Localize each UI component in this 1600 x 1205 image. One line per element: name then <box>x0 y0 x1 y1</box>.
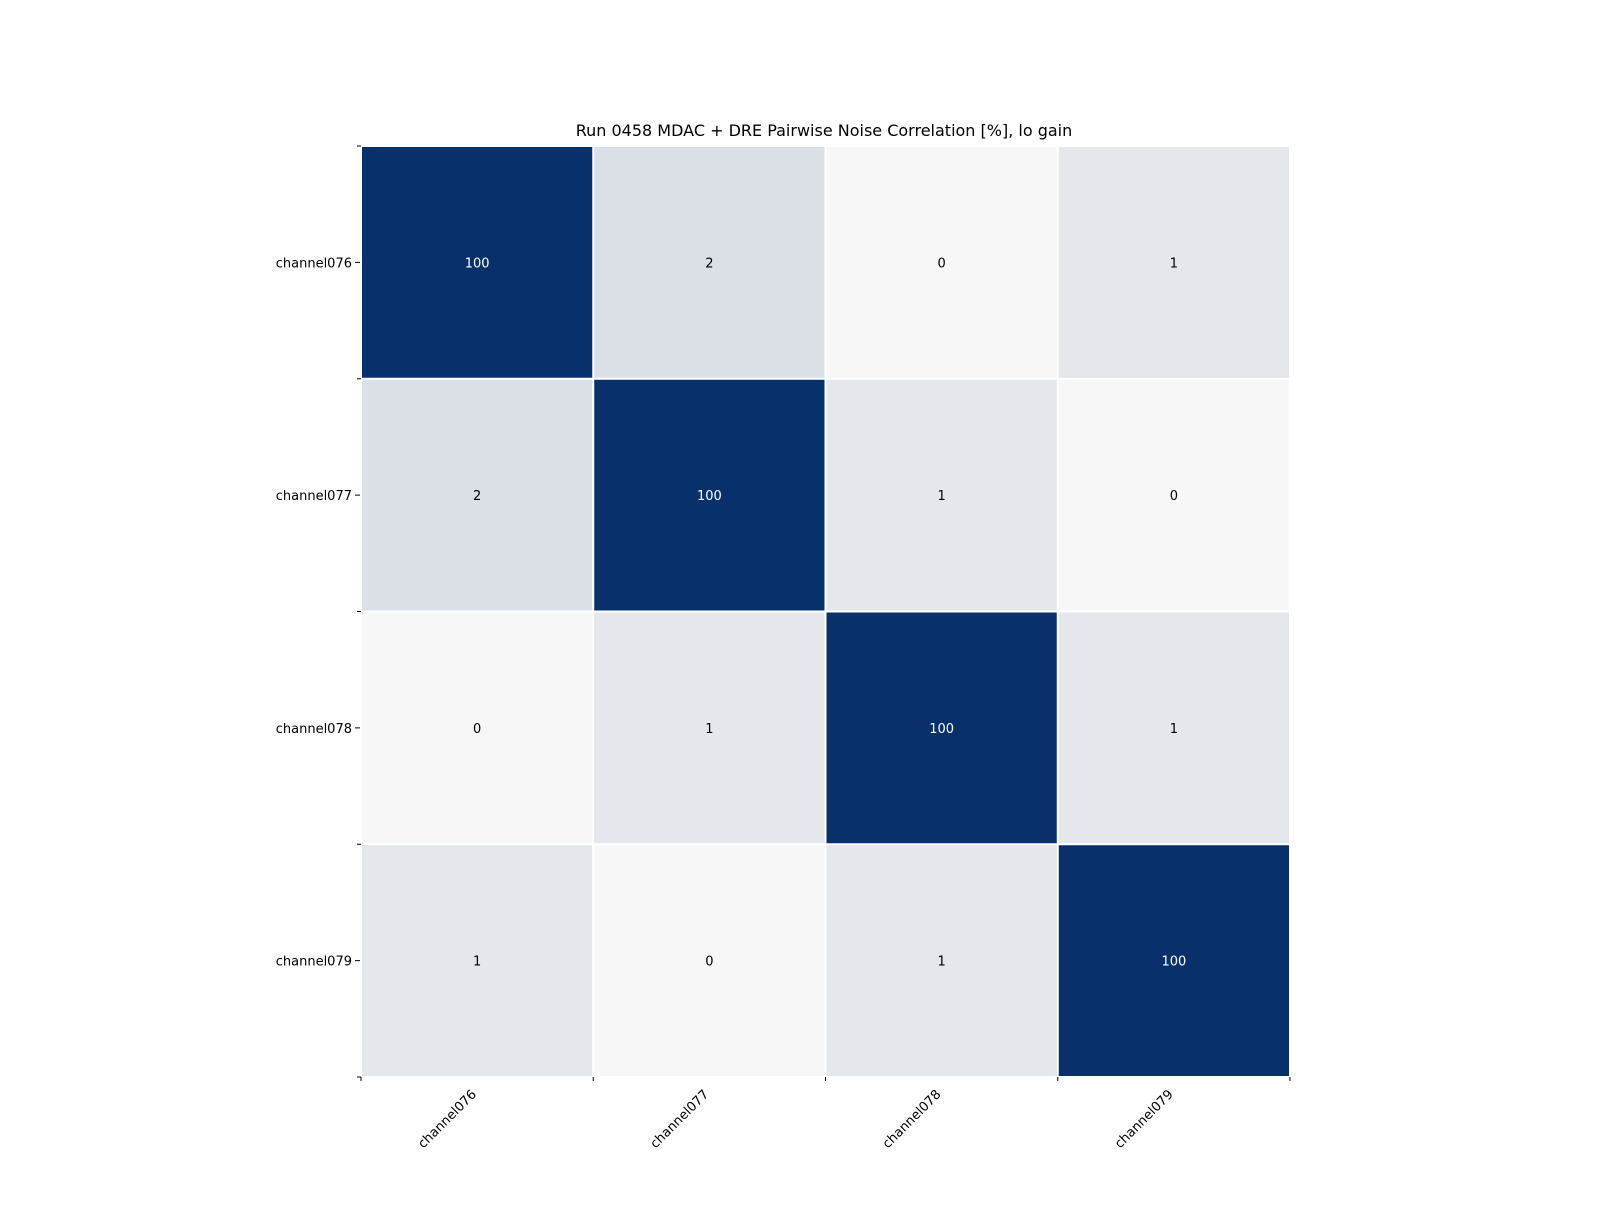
cell-value-label-1-0: 2 <box>473 489 481 504</box>
x-tick-label-3: channel079 <box>1112 1087 1177 1152</box>
heatmap-cell-1-1 <box>594 379 825 611</box>
x-axis: channel076 channel077 channel078 channel079 <box>360 1077 1291 1152</box>
cell-value-label-0-3: 1 <box>1170 256 1178 271</box>
cell-value-label-0-1: 2 <box>705 256 713 271</box>
cell-value-label-2-3: 1 <box>1170 722 1178 737</box>
cell-value-label-3-2: 1 <box>937 955 945 970</box>
cell-value-label-2-0: 0 <box>473 722 481 737</box>
cell-value-label-0-0: 100 <box>465 256 490 271</box>
chart-title: Run 0458 MDAC + DRE Pairwise Noise Corre… <box>576 121 1073 140</box>
cell-value-label-2-2: 100 <box>929 722 954 737</box>
cell-value-label-1-1: 100 <box>697 489 722 504</box>
heatmap-cell-2-0 <box>362 612 593 844</box>
heatmap-cell-labels: 100 2 0 12 100 1 00 1 100 11 0 1 100 <box>465 256 1187 969</box>
heatmap-cell-3-2 <box>826 845 1057 1076</box>
heatmap-cell-1-3 <box>1058 379 1289 611</box>
heatmap-cell-0-2 <box>826 147 1057 378</box>
heatmap-cell-0-1 <box>594 147 825 378</box>
y-tick-label-1: channel077 <box>276 489 352 504</box>
heatmap-cell-3-0 <box>362 845 593 1076</box>
y-tick-label-2: channel078 <box>276 722 352 737</box>
cell-value-label-1-2: 1 <box>937 489 945 504</box>
cell-value-label-1-3: 0 <box>1170 489 1178 504</box>
y-axis: channel076 channel077 channel078 channel079 <box>276 145 361 1078</box>
x-tick-label-1: channel077 <box>648 1087 713 1152</box>
heatmap-cell-0-3 <box>1058 147 1289 378</box>
heatmap-cell-2-3 <box>1058 612 1289 844</box>
cell-value-label-2-1: 1 <box>705 722 713 737</box>
heatmap-cell-3-3 <box>1058 845 1289 1076</box>
cell-value-label-3-0: 1 <box>473 955 481 970</box>
heatmap-cell-1-2 <box>826 379 1057 611</box>
heatmap-cell-1-0 <box>362 379 593 611</box>
heatmap-cell-2-2 <box>826 612 1057 844</box>
heatmap-cell-3-1 <box>594 845 825 1076</box>
x-tick-label-2: channel078 <box>880 1087 945 1152</box>
cell-value-label-3-3: 100 <box>1161 955 1186 970</box>
y-tick-label-3: channel079 <box>276 955 352 970</box>
y-tick-label-0: channel076 <box>276 256 352 271</box>
heatmap-cells <box>362 147 1289 1076</box>
x-tick-label-0: channel076 <box>415 1087 480 1152</box>
heatmap-cell-2-1 <box>594 612 825 844</box>
heatmap-cell-0-0 <box>362 147 593 378</box>
cell-value-label-3-1: 0 <box>705 955 713 970</box>
cell-value-label-0-2: 0 <box>937 256 945 271</box>
